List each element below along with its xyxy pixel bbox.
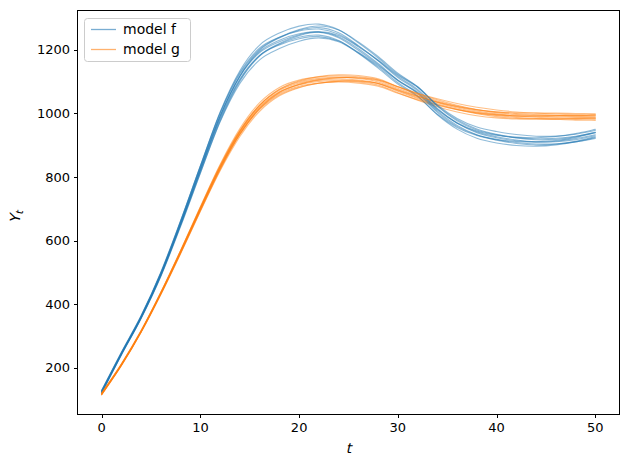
x-tick-label: 40 [488,420,505,435]
ensemble-run-line-model-f [102,38,596,393]
y-axis-label: Yt [7,209,25,224]
y-tick-label: 200 [45,360,70,375]
y-tick-label: 1000 [37,106,70,121]
x-tick-label: 10 [192,420,209,435]
axes-layer [74,11,620,419]
y-tick-label: 1200 [37,42,70,57]
legend-label-model-f: model f [123,21,177,37]
y-tick-label: 400 [45,297,70,312]
line-chart: 0 10 20 30 40 50 200 400 600 800 1000 1200 t Yt mode… [0,0,630,470]
x-tick-label: 50 [587,420,604,435]
series-layer [102,24,596,395]
legend-label-model-g: model g [123,41,180,57]
ensemble-run-line-model-f [102,36,596,392]
axes-spines [78,11,620,415]
ensemble-run-line-model-f [102,32,596,392]
ensemble-run-line-model-f [102,29,596,391]
tick-labels: 0 10 20 30 40 50 200 400 600 800 1000 1200 [37,42,604,435]
y-tick-label: 800 [45,170,70,185]
x-tick-label: 0 [98,420,106,435]
ensemble-run-line-model-f [102,32,596,392]
x-axis-label: t [346,440,354,456]
x-tick-label: 30 [390,420,407,435]
figure: 0 10 20 30 40 50 200 400 600 800 1000 1200 t Yt mode… [0,0,630,470]
x-tick-label: 20 [291,420,308,435]
ensemble-run-line-model-f [102,32,596,392]
ensemble-run-line-model-f [102,35,596,393]
y-tick-label: 600 [45,233,70,248]
legend: model f model g [85,19,191,62]
